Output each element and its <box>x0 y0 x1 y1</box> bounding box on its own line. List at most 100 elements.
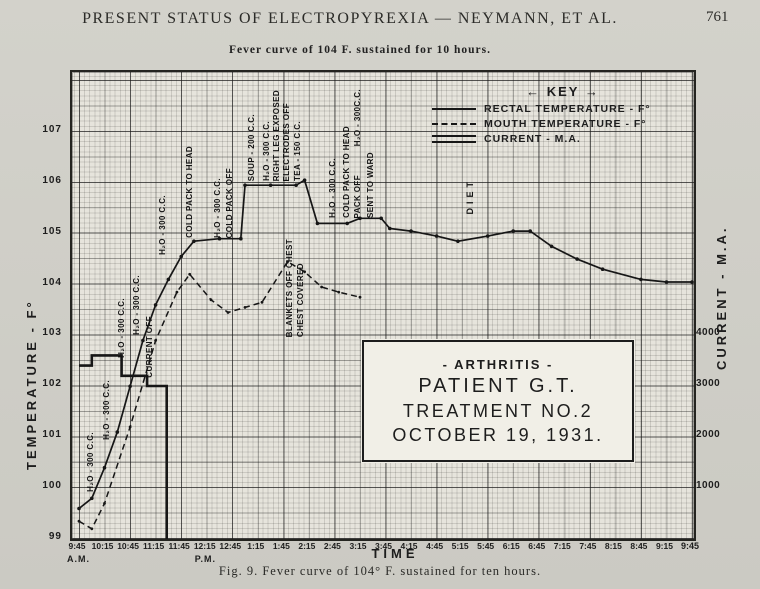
key-row-rectal: RECTAL TEMPERATURE - F° <box>432 101 694 116</box>
key-label-current: CURRENT - M.A. <box>484 132 581 145</box>
y-tick-label: 104 <box>42 276 62 288</box>
data-point <box>315 221 320 226</box>
data-point <box>358 295 362 299</box>
annotation-label: SENT TO WARD <box>366 152 375 218</box>
annotation-label: PACK OFF <box>353 174 362 219</box>
data-point <box>302 178 307 182</box>
data-point <box>192 239 196 243</box>
data-point <box>286 260 289 263</box>
y-tick-label: 4000 <box>696 327 721 338</box>
x-tick-label: 9:45 <box>68 541 86 551</box>
x-tick-label: 5:45 <box>477 541 495 551</box>
y-tick-label: 99 <box>48 531 62 542</box>
data-point <box>600 267 605 271</box>
data-point <box>153 303 158 307</box>
figure-caption: Fig. 9. Fever curve of 104° F. sustained… <box>218 564 542 578</box>
current-axis-title: CURRENT - M.A. <box>714 225 729 370</box>
data-point <box>268 183 273 187</box>
data-point <box>226 311 230 314</box>
x-tick-label: 6:45 <box>528 541 546 551</box>
y-tick-label: 106 <box>42 174 62 186</box>
annotation-label: SOUP - 200 C.C. <box>247 113 256 181</box>
data-point <box>154 339 157 342</box>
annotation-label: TEA - 150 C.C. <box>293 121 302 181</box>
dashed-line-icon <box>432 122 476 125</box>
annotation-label: H₂O - 300 C.C. <box>328 158 337 218</box>
y-tick-label: 1000 <box>696 480 721 491</box>
y-tick-label: 101 <box>42 429 62 441</box>
data-point <box>90 527 94 531</box>
data-point <box>103 502 106 505</box>
data-point <box>166 277 171 282</box>
date-label: OCTOBER 19, 1931. <box>392 424 604 445</box>
key-title: ← KEY → <box>526 84 600 99</box>
x-tick-label: 9:15 <box>655 541 673 551</box>
annotation-label: H₂O - 300 C.C. <box>132 275 141 335</box>
data-point <box>243 183 247 187</box>
data-point <box>128 425 132 429</box>
annotation-label: BLANKETS OFF CHEST <box>285 238 294 337</box>
annotation-label: H₂O - 300 C.C. <box>86 432 95 492</box>
mouth-curve <box>78 260 361 530</box>
data-point <box>175 290 179 294</box>
annotation-label: H₂O - 300 C.C. <box>158 195 167 255</box>
data-point <box>217 236 222 241</box>
page-number: 761 <box>706 9 729 25</box>
data-point <box>77 506 81 511</box>
y-tick-label: 105 <box>42 225 62 237</box>
data-point <box>188 272 192 276</box>
data-point <box>128 384 132 389</box>
current-curve <box>79 354 168 539</box>
patient-label: PATIENT G.T. <box>418 374 578 397</box>
x-tick-label: 2:45 <box>323 541 341 551</box>
data-point <box>179 254 183 259</box>
data-point <box>77 519 81 523</box>
fever-chart-plot-area: H₂O - 300 C.C. H₂O - 300 C.C. H₂O - 300 C.… <box>70 70 696 541</box>
x-tick-label: 12:45 <box>219 541 242 551</box>
data-point <box>260 300 264 304</box>
annotation-label: H₂O - 300 C.C. <box>213 178 222 238</box>
annotation-label: RIGHT LEG EXPOSED <box>272 89 281 181</box>
x-tick-label: 3:45 <box>374 541 392 551</box>
x-tick-label: 4:15 <box>400 541 418 551</box>
data-point <box>358 216 362 221</box>
x-tick-label: 10:45 <box>117 541 139 551</box>
data-point <box>434 234 439 238</box>
x-tick-label: 8:15 <box>604 541 622 551</box>
data-point <box>379 216 384 221</box>
chart-key: ← KEY → RECTAL TEMPERATURE - F° MOUTH TE… <box>432 84 694 146</box>
y-tick-label: 102 <box>42 378 62 390</box>
time-axis-title: TIME <box>371 546 419 561</box>
data-point <box>337 290 341 294</box>
annotation-label: H₂O - 300C.C. <box>353 88 362 146</box>
x-tick-label: 12:15 <box>193 541 216 551</box>
annotation-label: H₂O - 300 C.C. <box>262 121 271 181</box>
am-label: A.M. <box>67 554 90 564</box>
annotation-label: DIET <box>465 178 475 215</box>
x-tick-label: 9:45 <box>680 541 699 551</box>
patient-info-box: - ARTHRITIS - PATIENT G.T. TREATMENT NO.… <box>362 340 634 462</box>
data-point <box>243 306 247 309</box>
x-tick-label: 6:15 <box>502 541 520 551</box>
y-tick-label: 107 <box>42 123 62 135</box>
solid-line-icon <box>432 107 476 110</box>
annotation-label: H₂O - 300 C.C. <box>117 298 126 358</box>
annotation-label: CHEST COVERED <box>296 262 305 337</box>
data-point <box>639 277 643 282</box>
treatment-label: TREATMENT NO.2 <box>402 400 594 421</box>
data-point <box>456 239 460 243</box>
x-tick-label: 1:45 <box>272 541 290 551</box>
data-point <box>511 229 515 233</box>
annotation-label: COLD PACK OFF <box>225 167 234 238</box>
key-row-current: CURRENT - M.A. <box>432 131 694 146</box>
key-label-rectal: RECTAL TEMPERATURE - F° <box>484 102 651 115</box>
y-tick-label: 103 <box>42 327 62 339</box>
data-point <box>690 280 694 284</box>
data-point <box>549 244 554 249</box>
annotation-label: CURRENT OFF <box>145 316 154 378</box>
x-tick-label: 7:15 <box>553 541 571 551</box>
x-tick-label: 7:45 <box>579 541 597 551</box>
diagnosis-label: - ARTHRITIS - <box>442 356 554 372</box>
data-point <box>664 280 669 284</box>
